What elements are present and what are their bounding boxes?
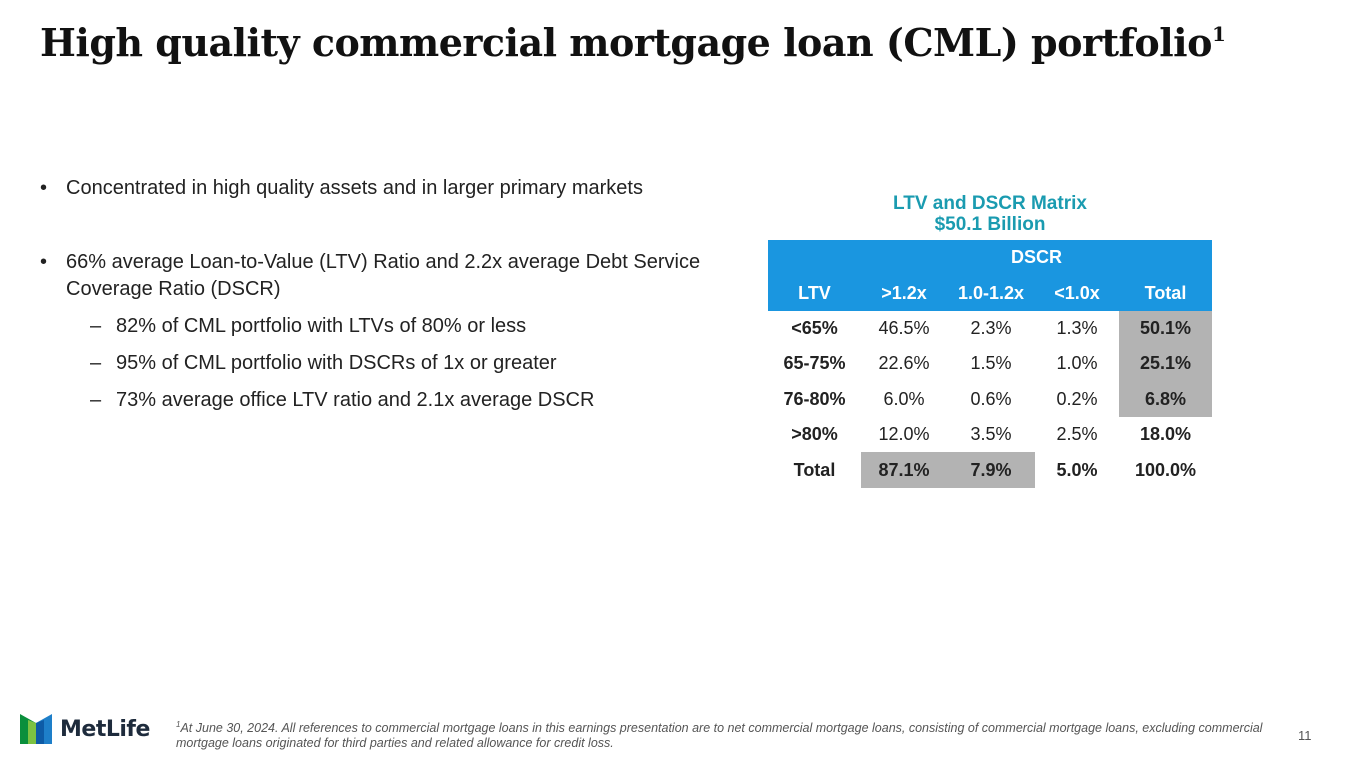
row-label: <65%: [791, 317, 838, 338]
bullet-item: • Concentrated in high quality assets and…: [40, 175, 730, 202]
matrix-title-line1: LTV and DSCR Matrix: [893, 193, 1087, 214]
column-total-cell: 7.9%: [947, 452, 1035, 488]
table-cell: 2.5%: [1056, 424, 1098, 445]
table-cell: 2.3%: [970, 317, 1012, 338]
matrix-group-header-row: DSCR: [768, 240, 1212, 276]
footnote-marker: 1: [176, 720, 181, 729]
metlife-logo-text: MetLife: [60, 716, 150, 742]
bullet-marker: •: [40, 177, 48, 199]
row-label: 65-75%: [783, 353, 846, 374]
table-cell: 1.5%: [970, 353, 1012, 374]
metlife-logo-icon: [20, 714, 52, 744]
table-row: 76-80% 6.0% 0.6% 0.2% 6.8%: [768, 381, 1212, 417]
row-total-cell: 25.1%: [1119, 346, 1212, 382]
table-cell: 3.5%: [970, 424, 1012, 445]
table-row: <65% 46.5% 2.3% 1.3% 50.1%: [768, 310, 1212, 347]
table-row: 65-75% 22.6% 1.5% 1.0% 25.1%: [768, 346, 1212, 382]
matrix-title: LTV and DSCR Matrix $50.1 Billion: [768, 193, 1212, 235]
table-cell: 0.2%: [1056, 388, 1098, 409]
row-total-cell: 6.8%: [1119, 381, 1212, 417]
header-spacer: [768, 240, 861, 276]
sub-bullet-item: –73% average office LTV ratio and 2.1x a…: [40, 387, 730, 414]
bullet-item: • 66% average Loan-to-Value (LTV) Ratio a…: [40, 249, 730, 303]
column-header-total: Total: [1119, 275, 1212, 311]
column-header-gt-1-2x: >1.2x: [861, 275, 947, 311]
table-cell: 1.3%: [1056, 317, 1098, 338]
page-title-text: High quality commercial mortgage loan (C…: [40, 20, 1212, 65]
column-header-lt-1-0x: <1.0x: [1035, 275, 1119, 311]
bullet-marker: •: [40, 251, 48, 273]
matrix-header-row: LTV >1.2x 1.0-1.2x <1.0x Total: [768, 275, 1212, 311]
bullet-text: Concentrated in high quality assets and …: [66, 177, 643, 199]
table-cell: 6.0%: [883, 388, 925, 409]
sub-bullet-marker: –: [90, 352, 102, 374]
bullet-list: • Concentrated in high quality assets and…: [40, 175, 730, 414]
table-cell: 0.6%: [970, 388, 1012, 409]
footnote-text: At June 30, 2024. All references to comm…: [176, 721, 1263, 751]
metlife-logo: MetLife: [20, 714, 150, 744]
sub-bullet-item: –95% of CML portfolio with DSCRs of 1x o…: [40, 350, 730, 377]
sub-bullet-marker: –: [90, 389, 102, 411]
table-row-total: Total 87.1% 7.9% 5.0% 100.0%: [768, 452, 1212, 488]
column-total-cell: 87.1%: [861, 452, 947, 488]
page-title: High quality commercial mortgage loan (C…: [40, 20, 1226, 65]
footnote: 1At June 30, 2024. All references to com…: [176, 717, 1286, 751]
sub-bullet-item: –82% of CML portfolio with LTVs of 80% o…: [40, 313, 730, 340]
row-label: 76-80%: [783, 388, 846, 409]
grand-total-cell: 100.0%: [1134, 459, 1197, 480]
title-footnote-marker: 1: [1211, 22, 1226, 46]
sub-bullet-text: 82% of CML portfolio with LTVs of 80% or…: [116, 315, 527, 337]
sub-bullet-text: 95% of CML portfolio with DSCRs of 1x or…: [116, 352, 557, 374]
row-label: >80%: [791, 424, 838, 445]
page-number: 11: [1298, 728, 1312, 743]
matrix-title-line2: $50.1 Billion: [934, 214, 1046, 235]
table-cell: 22.6%: [878, 353, 930, 374]
sub-bullet-text: 73% average office LTV ratio and 2.1x av…: [116, 389, 595, 411]
table-cell: 1.0%: [1056, 353, 1098, 374]
table-cell: 46.5%: [878, 317, 930, 338]
row-total-cell: 18.0%: [1139, 424, 1192, 445]
column-total-cell: 5.0%: [1056, 459, 1098, 480]
table-cell: 12.0%: [878, 424, 930, 445]
column-header-1-0-1-2x: 1.0-1.2x: [947, 275, 1035, 311]
dscr-group-header: DSCR: [861, 240, 1212, 276]
row-total-cell: 50.1%: [1119, 310, 1212, 347]
column-header-ltv: LTV: [768, 275, 861, 311]
row-label: Total: [793, 459, 836, 480]
bullet-text: 66% average Loan-to-Value (LTV) Ratio an…: [66, 251, 701, 300]
sub-bullet-marker: –: [90, 315, 102, 337]
ltv-dscr-matrix: DSCR LTV >1.2x 1.0-1.2x <1.0x Total <65%…: [768, 240, 1212, 488]
table-row: >80% 12.0% 3.5% 2.5% 18.0%: [768, 417, 1212, 452]
